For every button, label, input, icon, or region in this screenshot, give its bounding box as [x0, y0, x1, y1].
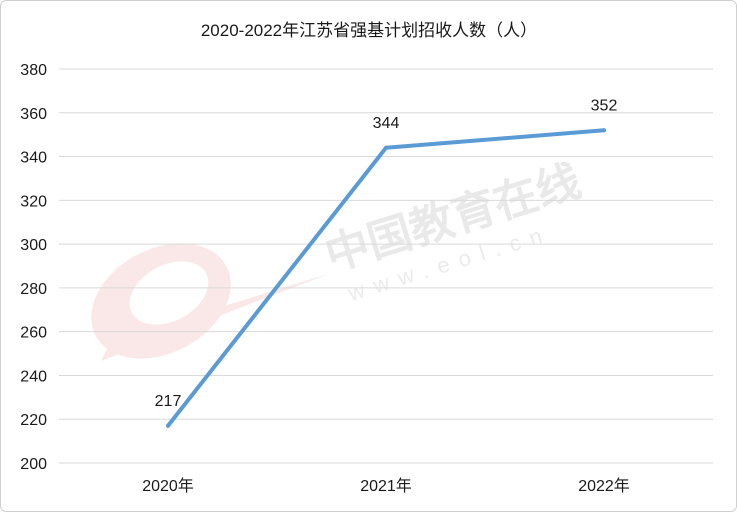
y-tick-label: 240 [20, 368, 47, 385]
y-tick-label: 380 [20, 62, 47, 79]
y-tick-label: 340 [20, 150, 47, 167]
y-tick-label: 300 [20, 237, 47, 254]
watermark: 中国教育在线 www.eol.cn [91, 157, 586, 361]
chart-title: 2020-2022年江苏省强基计划招收人数（人） [201, 21, 537, 40]
gridlines [59, 68, 713, 464]
y-tick-label: 260 [20, 325, 47, 342]
x-tick-label: 2021年 [360, 477, 412, 495]
data-label: 344 [373, 115, 400, 132]
data-label: 217 [155, 393, 182, 410]
series-group [166, 128, 606, 428]
y-axis-ticks: 200 220 240 260 280 300 320 340 360 380 [20, 62, 47, 473]
y-tick-label: 360 [20, 106, 47, 123]
data-labels: 217 344 352 [155, 97, 618, 410]
y-tick-label: 320 [20, 193, 47, 210]
data-point [166, 423, 170, 428]
y-tick-label: 200 [20, 456, 47, 473]
data-label: 352 [591, 97, 618, 114]
data-point [602, 128, 606, 133]
y-tick-label: 220 [20, 412, 47, 429]
x-tick-label: 2020年 [142, 477, 194, 495]
watermark-logo [91, 243, 331, 361]
y-tick-label: 280 [20, 281, 47, 298]
x-tick-label: 2022年 [578, 477, 630, 495]
data-point [384, 145, 388, 150]
x-axis-ticks: 2020年 2021年 2022年 [142, 477, 630, 495]
